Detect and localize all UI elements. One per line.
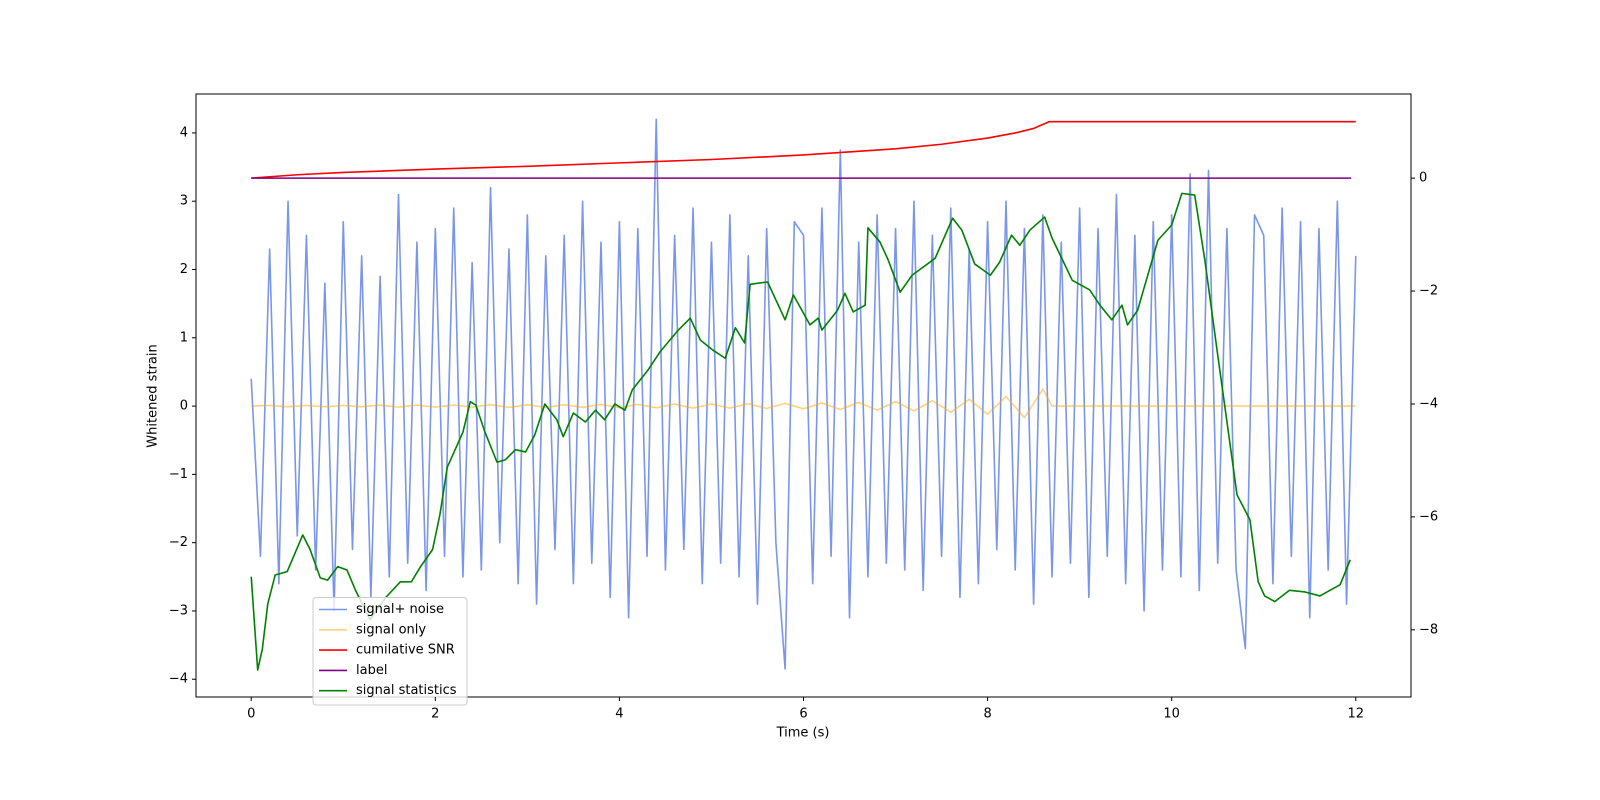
y-tick-label: 2: [180, 262, 188, 277]
y2-tick-label: −2: [1419, 284, 1438, 299]
legend-label: label: [356, 663, 387, 678]
x-axis-label: Time (s): [776, 726, 830, 741]
y2-tick-label: −8: [1419, 622, 1438, 637]
legend-box: [312, 597, 468, 706]
legend-label: signal statistics: [356, 683, 457, 698]
legend: signal+ noise signal only cumilative SNR la…: [312, 597, 468, 706]
y-tick-label: 1: [180, 330, 188, 345]
y-axis-label: Whitened strain: [146, 344, 161, 447]
legend-label: signal only: [356, 622, 426, 637]
plot-area: [250, 118, 1357, 671]
series-line: [251, 120, 1356, 179]
y-tick-label: 0: [180, 399, 188, 414]
series-line: [251, 388, 1356, 419]
y2-tick-label: −4: [1419, 396, 1438, 411]
y-tick-label: −4: [169, 672, 188, 687]
x-tick-label: 0: [247, 707, 255, 722]
series-line: [250, 118, 1357, 670]
x-tick-label: 12: [1347, 707, 1364, 722]
y2-tick-label: −6: [1419, 509, 1438, 524]
x-tick-label: 8: [983, 707, 991, 722]
legend-label: cumilative SNR: [356, 643, 455, 658]
x-tick-label: 4: [615, 707, 623, 722]
y-tick-label: −3: [169, 603, 188, 618]
y-tick-label: −2: [169, 535, 188, 550]
series-line: [250, 192, 1351, 671]
y2-tick-label: 0: [1419, 171, 1427, 186]
x-tick-label: 2: [431, 707, 439, 722]
y-tick-label: 4: [180, 125, 188, 140]
x-tick-label: 10: [1163, 707, 1180, 722]
legend-label: signal+ noise: [356, 602, 444, 617]
x-tick-label: 6: [799, 707, 807, 722]
y-tick-label: −1: [169, 467, 188, 482]
y-tick-label: 3: [180, 194, 188, 209]
